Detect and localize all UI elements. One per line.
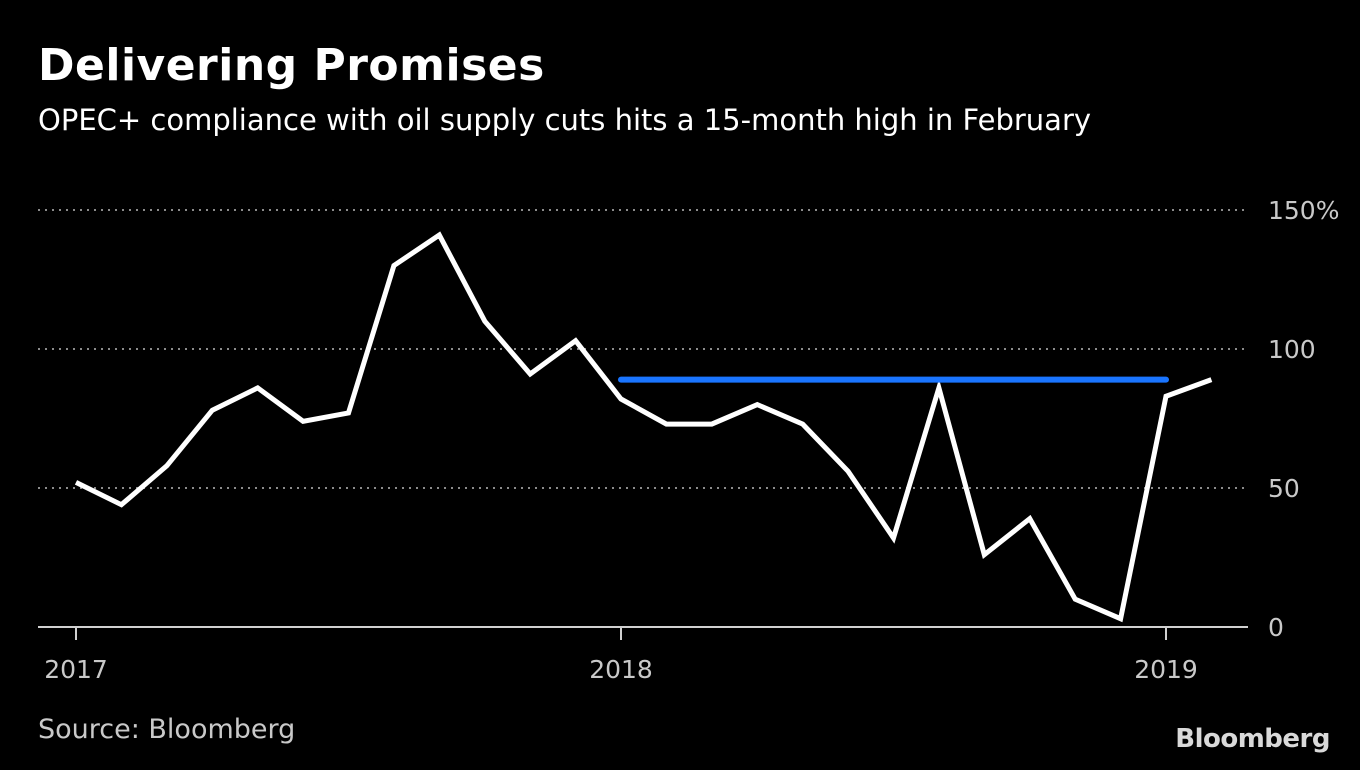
compliance-line bbox=[76, 235, 1211, 619]
x-tick-label: 2019 bbox=[1134, 655, 1198, 684]
x-axis bbox=[38, 627, 1248, 640]
x-tick-label: 2018 bbox=[589, 655, 653, 684]
gridlines bbox=[38, 210, 1248, 488]
y-tick-label: 50 bbox=[1268, 474, 1300, 503]
series-lines bbox=[76, 235, 1211, 619]
bloomberg-logo: Bloomberg bbox=[1175, 722, 1330, 756]
y-axis-tick-labels: 0 50 100 150% bbox=[1268, 196, 1339, 642]
x-tick-label: 2017 bbox=[44, 655, 108, 684]
source-note: Source: Bloomberg bbox=[38, 712, 295, 748]
x-axis-tick-labels: 2017 2018 2019 bbox=[44, 655, 1198, 684]
y-tick-label: 0 bbox=[1268, 613, 1284, 642]
y-tick-label: 150% bbox=[1268, 196, 1339, 225]
y-tick-label: 100 bbox=[1268, 335, 1316, 364]
